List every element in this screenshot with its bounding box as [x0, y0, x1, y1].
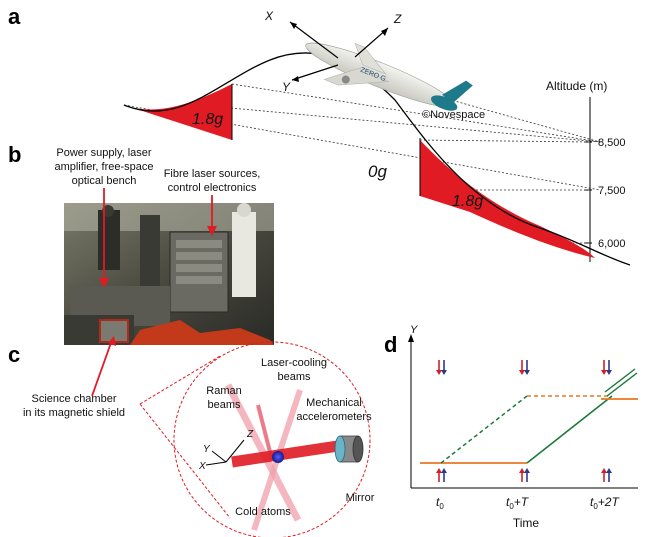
panel-label-d: d — [384, 332, 397, 357]
aircraft-axis-z: Z — [393, 12, 402, 26]
zoom-lines — [139, 341, 371, 537]
altitude-tick-8500: 8,500 — [598, 137, 626, 149]
schematic-axis-x: X — [198, 461, 206, 472]
label-raman-2: beams — [207, 399, 241, 411]
label-laser-cooling-1: Laser-cooling — [261, 357, 327, 369]
label-laser-cooling-2: beams — [277, 371, 311, 383]
panel-label-c: c — [8, 342, 20, 367]
aircraft-axis-x: X — [264, 9, 274, 23]
schematic-axes — [205, 439, 245, 466]
label-mirror: Mirror — [346, 492, 375, 504]
label-0g: 0g — [368, 162, 387, 181]
altitude-title: Altitude (m) — [546, 79, 607, 93]
tick-t0-plus-t: t0+T — [506, 495, 530, 511]
label-1-8g-left: 1.8g — [192, 111, 223, 128]
tick-t0-plus-2t: t0+2T — [590, 495, 620, 511]
flight-trajectory — [123, 52, 631, 266]
panel-label-b: b — [8, 142, 21, 167]
label-1-8g-right: 1.8g — [452, 193, 483, 210]
aircraft-image: ZERO G — [305, 42, 473, 111]
label-power-1: Power supply, laser — [56, 147, 152, 159]
label-cold-atoms: Cold atoms — [235, 506, 291, 518]
mirror-accelerometer — [334, 435, 364, 463]
novespace-credit: ©Novespace — [422, 109, 485, 121]
aircraft-axis-y: Y — [282, 80, 291, 94]
zone-1-8g-left — [124, 84, 232, 140]
cold-atoms-cloud — [272, 451, 284, 463]
label-fibre-1: Fibre laser sources, — [164, 168, 261, 180]
label-science-2: in its magnetic shield — [23, 407, 125, 419]
lab-photo — [64, 203, 274, 345]
photo-arrows — [91, 188, 213, 397]
altitude-tick-7500: 7,500 — [598, 185, 626, 197]
schematic-axis-z: Z — [246, 429, 254, 440]
timing-traces — [420, 368, 638, 464]
panel-label-a: a — [8, 4, 21, 29]
label-power-2: amplifier, free-space — [54, 161, 153, 173]
label-mechanical-2: accelerometers — [296, 411, 372, 423]
timing-x-label: Time — [513, 516, 540, 530]
tick-t0: t0 — [436, 495, 444, 511]
timing-y-label: Y — [410, 324, 418, 336]
schematic-axis-y: Y — [203, 444, 211, 455]
label-science-1: Science chamber — [32, 393, 117, 405]
pulse-arrows — [436, 360, 612, 482]
zone-1-8g-right — [420, 140, 595, 258]
altitude-tick-6000: 6,000 — [598, 238, 626, 250]
label-power-3: optical bench — [72, 175, 137, 187]
label-fibre-2: control electronics — [168, 182, 257, 194]
label-mechanical-1: Mechanical — [306, 397, 362, 409]
label-raman-1: Raman — [206, 385, 241, 397]
